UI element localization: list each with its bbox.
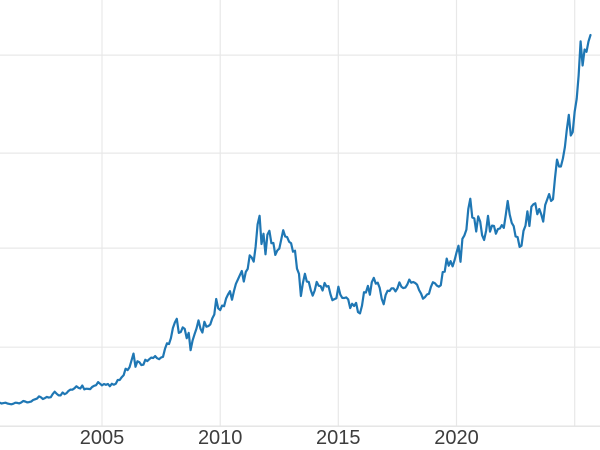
x-tick-label-2010: 2010 — [198, 427, 243, 449]
price-line-series — [0, 33, 592, 406]
x-tick-label-2020: 2020 — [434, 427, 479, 449]
x-tick-label-2015: 2015 — [316, 427, 361, 449]
x-tick-label-2005: 2005 — [80, 427, 125, 449]
